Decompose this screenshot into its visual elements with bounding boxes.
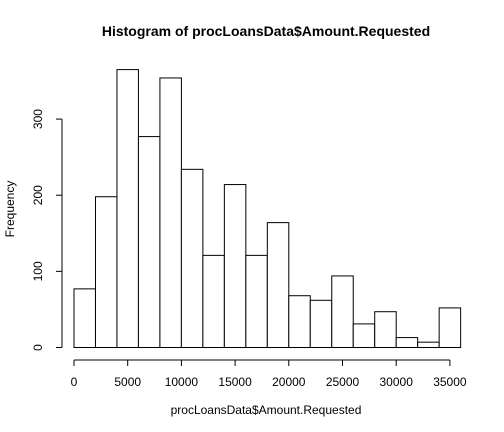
x-axis: 0 5000 10000 15000 20000 25000 30000 35000 — [71, 359, 467, 389]
histogram-bar — [395, 337, 419, 349]
y-tick-label: 100 — [31, 261, 45, 281]
x-tick-label: 10000 — [165, 375, 199, 389]
histogram-bar — [137, 136, 161, 348]
x-tick-label: 15000 — [218, 375, 252, 389]
histogram-bar — [288, 295, 311, 348]
x-tick-label: 25000 — [326, 375, 360, 389]
x-tick-label: 35000 — [433, 375, 467, 389]
histogram-bar — [116, 69, 139, 348]
histogram-bar — [180, 168, 204, 348]
x-tick-label: 5000 — [114, 375, 141, 389]
bars-group — [73, 69, 462, 349]
chart-title: Histogram of procLoansData$Amount.Reques… — [102, 23, 430, 39]
histogram-bar — [245, 254, 268, 348]
histogram-bar — [159, 77, 182, 349]
y-axis: 0 100 200 300 — [31, 109, 63, 351]
histogram-bar — [73, 288, 96, 348]
histogram-bar — [417, 341, 440, 349]
y-tick-label: 200 — [31, 185, 45, 205]
histogram-bar — [266, 222, 290, 349]
y-tick-label: 0 — [31, 344, 45, 351]
x-axis-label: procLoansData$Amount.Requested — [171, 403, 362, 417]
histogram-bar — [94, 196, 118, 348]
histogram-bar — [374, 311, 397, 348]
y-tick-label: 300 — [31, 109, 45, 129]
x-tick-label: 30000 — [380, 375, 414, 389]
x-tick-label: 0 — [71, 375, 78, 389]
histogram-bar — [309, 299, 333, 349]
histogram-bar — [223, 184, 247, 348]
histogram-bar — [438, 307, 462, 349]
x-tick-label: 20000 — [272, 375, 306, 389]
histogram-bar — [352, 323, 376, 348]
histogram-bar — [202, 254, 225, 348]
y-axis-label: Frequency — [3, 181, 17, 238]
histogram-bar — [331, 275, 354, 348]
